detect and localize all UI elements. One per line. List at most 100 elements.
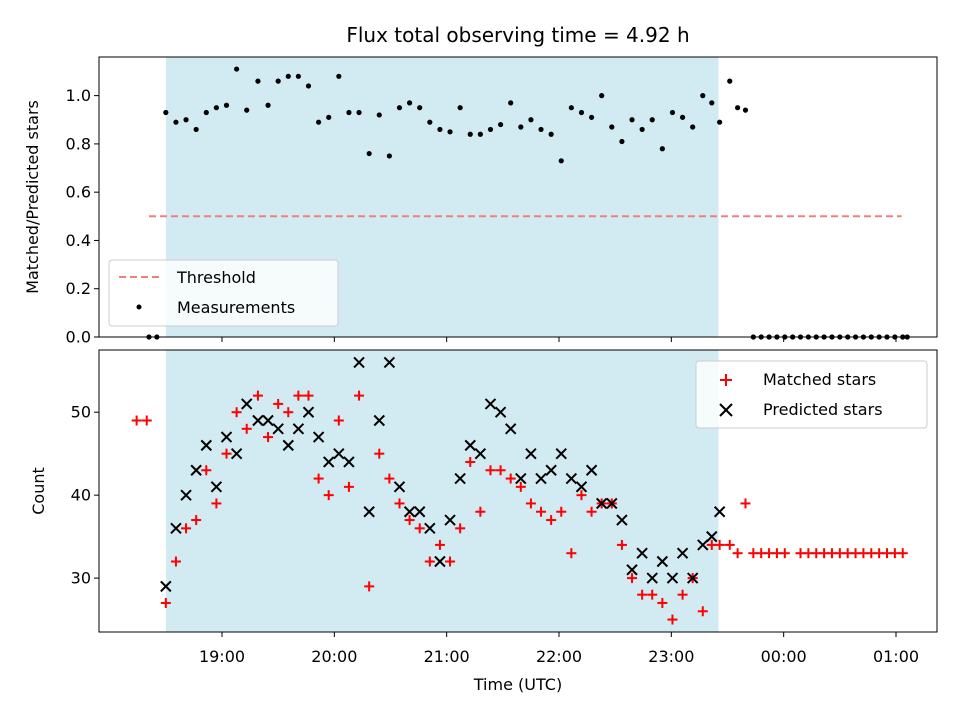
measurement-point [223, 102, 230, 108]
measurement-point [213, 105, 219, 111]
predicted-star-point [282, 439, 294, 452]
bottom-legend-frame [695, 360, 928, 429]
predicted-star-point [190, 464, 202, 476]
matched-star-point [211, 498, 222, 509]
xtick-label: 21:00 [424, 647, 470, 666]
measurement-point [477, 131, 483, 137]
predicted-star-point [666, 572, 679, 584]
chart-title: Flux total observing time = 4.92 h [346, 23, 689, 47]
measurement-point [609, 124, 615, 130]
predicted-star-point [241, 398, 253, 410]
predicted-star-point [454, 472, 466, 485]
predicted-star-point [230, 447, 243, 460]
matched-star-point [293, 390, 304, 401]
measurement-point [717, 119, 723, 125]
measurement-point [487, 126, 494, 133]
matched-star-point [616, 539, 627, 550]
bottom-ytick-label: 40 [71, 486, 91, 505]
legend-threshold-label: Threshold [176, 268, 256, 287]
xtick-label: 23:00 [648, 647, 694, 666]
matched-star-point [131, 415, 142, 426]
matched-star-point [485, 465, 496, 476]
predicted-star-point [210, 481, 223, 493]
matched-star-point [637, 589, 648, 600]
matched-star-point [724, 539, 735, 550]
measurement-point [437, 126, 443, 133]
measurement-point [709, 100, 715, 106]
matched-star-point [445, 556, 456, 567]
measurement-point [659, 146, 665, 152]
predicted-star-point [565, 472, 578, 485]
top-legend-frame [108, 259, 339, 327]
matched-star-point [586, 506, 597, 517]
measurement-point [619, 138, 625, 145]
xtick-label: 00:00 [761, 647, 807, 666]
matched-star-point [536, 506, 547, 517]
top-ytick-label: 1.0 [66, 86, 91, 105]
predicted-star-point [403, 506, 416, 518]
top-ytick-label: 0.4 [66, 231, 91, 250]
measurement-point [305, 83, 312, 89]
matched-star-point [515, 481, 526, 492]
matched-star-point [566, 548, 577, 559]
predicted-star-point [220, 431, 233, 443]
measurement-point [173, 119, 179, 125]
top-y-axis-label: Matched/Predicted stars [23, 100, 42, 294]
measurement-point [690, 124, 696, 130]
measurement-point [396, 105, 403, 111]
measurement-point [599, 93, 605, 99]
matched-star-point [667, 614, 678, 625]
matched-star-point [354, 390, 365, 401]
matched-star-point [241, 423, 252, 434]
predicted-star-point [292, 423, 305, 435]
measurement-point [295, 73, 301, 79]
matched-star-point [897, 548, 908, 559]
predicted-star-point [180, 489, 192, 501]
measurement-point [528, 117, 534, 123]
predicted-star-point [575, 481, 588, 493]
matched-star-point [384, 473, 395, 484]
matched-star-point [181, 523, 192, 534]
measurement-point [649, 117, 655, 123]
matched-star-point [740, 498, 751, 509]
matched-star-point [647, 589, 658, 600]
measurement-point [568, 105, 574, 111]
bottom-observing-window [165, 350, 719, 632]
legend-matched-label: Matched stars [763, 370, 876, 389]
matched-star-point [505, 473, 516, 484]
measurement-point [742, 107, 749, 113]
measurement-point [508, 100, 514, 106]
matched-star-point [424, 556, 435, 567]
measurement-point [406, 100, 413, 106]
predicted-star-point [555, 447, 567, 460]
measurement-point [265, 102, 271, 108]
matched-star-point [303, 390, 314, 401]
predicted-star-point [494, 406, 507, 418]
matched-star-point [475, 506, 486, 517]
matched-star-point [394, 498, 405, 509]
measurement-point [203, 109, 209, 116]
predicted-star-point [272, 423, 284, 435]
measurement-point [386, 153, 392, 159]
top-panel-frame [98, 56, 938, 338]
matched-star-point [323, 490, 334, 501]
top-ytick-label: 0.2 [66, 279, 91, 298]
measurement-point [447, 129, 453, 135]
predicted-star-point [697, 539, 709, 551]
matched-star-point [273, 398, 284, 409]
predicted-star-point [383, 356, 396, 369]
top-ytick-label: 0.0 [66, 328, 91, 347]
matched-star-point [374, 448, 385, 459]
top-panel: 0.0 0.2 0.4 0.6 0.8 1.0 Matched/Predicted sta… [23, 56, 938, 347]
predicted-star-point [676, 547, 689, 559]
bottom-panel-frame [98, 349, 938, 633]
measurement-point [467, 131, 473, 137]
measurement-point [193, 126, 199, 133]
predicted-star-point [713, 506, 726, 518]
predicted-star-point [373, 414, 385, 427]
bottom-panel: 30 40 50 19:00 20:00 21:00 22:00 23:00 00:00 01:… [29, 349, 938, 694]
predicted-star-point [606, 497, 618, 510]
measurement-point [427, 119, 433, 125]
predicted-star-point [474, 447, 487, 460]
